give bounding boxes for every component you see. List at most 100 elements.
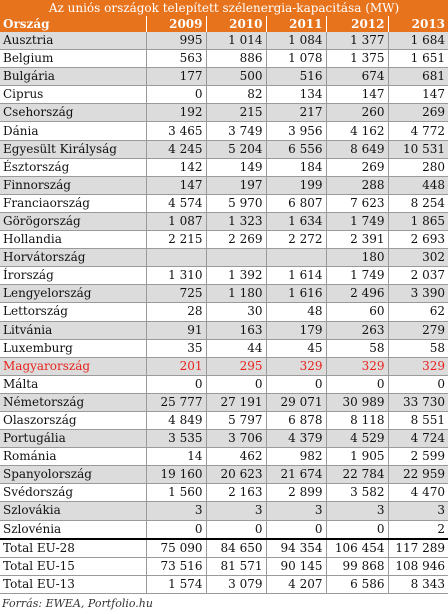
table-row: Total EU-15 73 516 81 571 90 145 99 868 108 9… xyxy=(0,556,448,576)
value-cell: 4 207 xyxy=(265,574,326,594)
value-cell: 108 946 xyxy=(387,556,448,576)
country-cell: Észtország xyxy=(0,158,146,177)
value-cell: 184 xyxy=(265,158,326,177)
value-cell: 94 354 xyxy=(265,537,326,558)
value-cell: 147 xyxy=(145,176,206,195)
value-cell: 3 xyxy=(265,501,326,521)
value-cell: 6 586 xyxy=(325,574,388,594)
value-cell: 1 310 xyxy=(145,266,206,286)
value-cell: 45 xyxy=(265,339,326,358)
value-cell: 58 xyxy=(325,339,388,358)
table-row: Hollandia 2 215 2 269 2 272 2 391 2 693 xyxy=(0,230,448,250)
country-cell: Szlovénia xyxy=(0,520,146,540)
value-cell: 280 xyxy=(387,158,448,177)
value-cell: 500 xyxy=(205,67,266,87)
value-cell: 30 989 xyxy=(325,393,388,412)
value-cell: 260 xyxy=(325,103,388,123)
value-cell: 4 529 xyxy=(325,429,388,449)
value-cell: 4 849 xyxy=(145,411,206,431)
value-cell: 269 xyxy=(387,103,448,123)
header-year: 2010 xyxy=(205,16,266,32)
value-cell: 99 868 xyxy=(325,556,388,576)
value-cell: 2 693 xyxy=(387,230,448,250)
value-cell: 329 xyxy=(387,357,448,376)
value-cell: 3 xyxy=(325,501,388,521)
value-cell: 10 531 xyxy=(387,140,448,159)
country-cell: Total EU-15 xyxy=(0,556,146,576)
value-cell: 14 xyxy=(145,447,206,467)
value-cell: 81 571 xyxy=(205,556,266,576)
value-cell: 995 xyxy=(145,32,206,51)
value-cell: 681 xyxy=(387,67,448,87)
value-cell: 142 xyxy=(145,158,206,177)
value-cell: 2 496 xyxy=(325,284,388,304)
value-cell: 4 162 xyxy=(325,121,388,141)
country-cell: Olaszország xyxy=(0,411,146,431)
table-row: Litvánia 91 163 179 263 279 xyxy=(0,321,448,340)
header-year: 2012 xyxy=(325,16,388,32)
wind-capacity-table: Az uniós országok telepített szélenergia… xyxy=(0,0,448,594)
table-row: Lengyelország 725 1 180 1 616 2 496 3 390 xyxy=(0,284,448,304)
value-cell: 58 xyxy=(387,339,448,358)
value-cell: 295 xyxy=(205,357,266,376)
value-cell: 217 xyxy=(265,103,326,123)
value-cell: 3 465 xyxy=(145,121,206,141)
country-cell: Ausztria xyxy=(0,32,146,51)
value-cell: 0 xyxy=(265,375,326,394)
country-cell: Lettország xyxy=(0,302,146,322)
value-cell: 1 634 xyxy=(265,212,326,232)
value-cell: 44 xyxy=(205,339,266,358)
value-cell: 2 215 xyxy=(145,230,206,250)
value-cell: 302 xyxy=(387,248,448,268)
value-cell: 192 xyxy=(145,103,206,123)
value-cell: 177 xyxy=(145,67,206,87)
value-cell: 3 956 xyxy=(265,121,326,141)
value-cell: 1 377 xyxy=(325,32,388,51)
value-cell: 2 272 xyxy=(265,230,326,250)
table-row: Észtország 142 149 184 269 280 xyxy=(0,158,448,177)
value-cell: 1 614 xyxy=(265,266,326,286)
value-cell: 0 xyxy=(145,520,206,540)
table-row: Franciaország 4 574 5 970 6 807 7 623 8 254 xyxy=(0,194,448,213)
country-cell: Szlovákia xyxy=(0,501,146,521)
value-cell: 1 087 xyxy=(145,212,206,232)
value-cell: 0 xyxy=(325,520,388,540)
value-cell: 0 xyxy=(205,375,266,394)
value-cell: 1 323 xyxy=(205,212,266,232)
value-cell: 25 777 xyxy=(145,393,206,412)
value-cell: 91 xyxy=(145,321,206,340)
country-cell: Lengyelország xyxy=(0,284,146,304)
country-cell: Ciprus xyxy=(0,85,146,105)
table-row: Egyesült Királyság 4 245 5 204 6 556 8 649 10… xyxy=(0,140,448,159)
value-cell: 5 970 xyxy=(205,194,266,213)
value-cell xyxy=(145,248,206,268)
value-cell: 5 204 xyxy=(205,140,266,159)
value-cell: 6 807 xyxy=(265,194,326,213)
table-row: Portugália 3 535 3 706 4 379 4 529 4 724 xyxy=(0,429,448,449)
value-cell: 19 160 xyxy=(145,465,206,485)
country-cell: Litvánia xyxy=(0,321,146,340)
table-row: Görögország 1 087 1 323 1 634 1 749 1 865 xyxy=(0,212,448,232)
value-cell: 1 905 xyxy=(325,447,388,467)
value-cell: 329 xyxy=(265,357,326,376)
source-note: Forrás: EWEA, Portfolio.hu xyxy=(2,596,153,610)
table-row: Spanyolország 19 160 20 623 21 674 22 784 22 … xyxy=(0,465,448,485)
value-cell: 180 xyxy=(325,248,388,268)
value-cell: 886 xyxy=(205,49,266,69)
value-cell: 149 xyxy=(205,158,266,177)
value-cell: 982 xyxy=(265,447,326,467)
value-cell: 4 379 xyxy=(265,429,326,449)
table-row: Ausztria 995 1 014 1 084 1 377 1 684 xyxy=(0,32,448,51)
value-cell: 106 454 xyxy=(325,537,388,558)
table-row: Horvátország 180 302 xyxy=(0,248,448,268)
value-cell: 0 xyxy=(205,520,266,540)
country-cell: Total EU-13 xyxy=(0,574,146,594)
value-cell: 75 090 xyxy=(145,537,206,558)
value-cell: 60 xyxy=(325,302,388,322)
value-cell: 3 xyxy=(205,501,266,521)
value-cell: 8 118 xyxy=(325,411,388,431)
country-cell: Németország xyxy=(0,393,146,412)
value-cell: 1 392 xyxy=(205,266,266,286)
country-cell: Svédország xyxy=(0,483,146,503)
